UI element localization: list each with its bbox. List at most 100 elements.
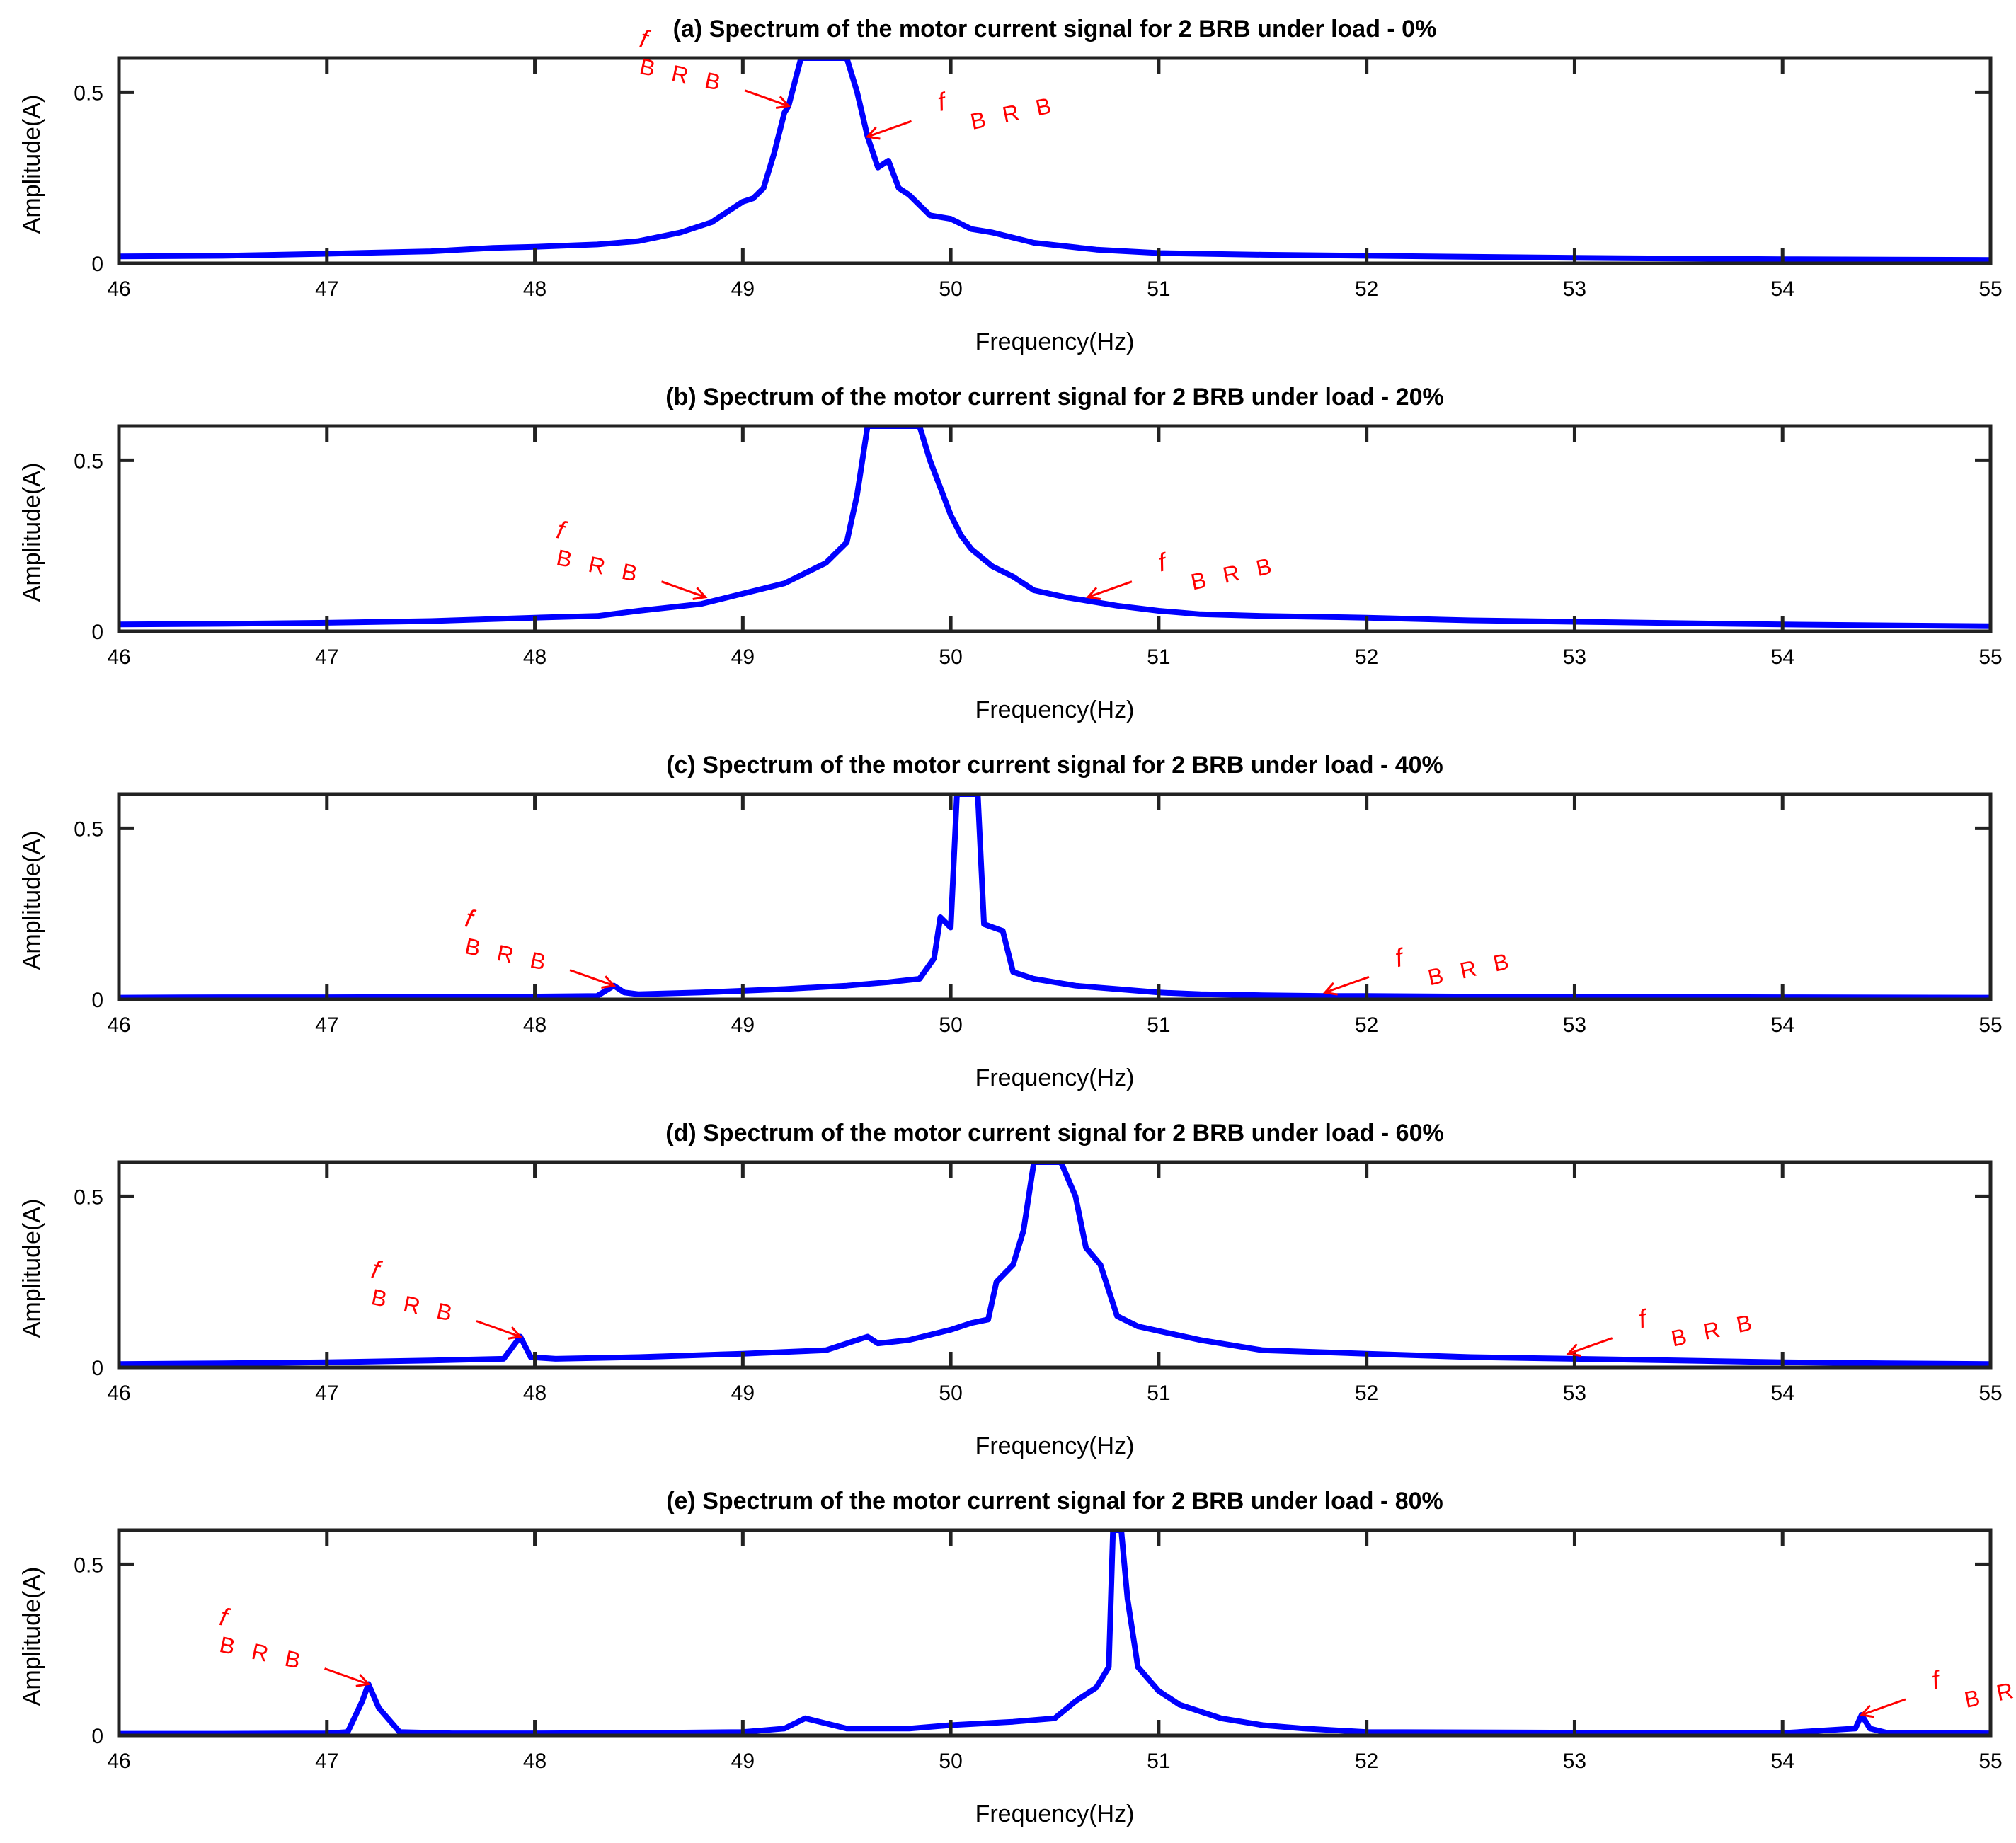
x-tick-label: 46 xyxy=(107,1750,130,1773)
x-tick-label: 49 xyxy=(731,645,755,669)
x-tick-label: 55 xyxy=(1978,1014,2002,1037)
panel-title: (c) Spectrum of the motor current signal… xyxy=(666,752,1443,779)
x-tick-label: 52 xyxy=(1355,1750,1378,1773)
x-axis-label: Frequency(Hz) xyxy=(975,328,1135,355)
x-tick-label: 47 xyxy=(315,1750,338,1773)
x-tick-label: 46 xyxy=(107,645,130,669)
panel-title: (e) Spectrum of the motor current signal… xyxy=(666,1488,1443,1515)
x-tick-label: 50 xyxy=(939,645,962,669)
annotation-f-label: f xyxy=(637,23,653,54)
y-axis-label: Amplitude(A) xyxy=(18,831,45,970)
y-tick-label: 0 xyxy=(91,1357,103,1380)
x-tick-label: 53 xyxy=(1563,1014,1586,1037)
x-tick-label: 47 xyxy=(315,1382,338,1405)
x-tick-label: 49 xyxy=(731,1382,755,1405)
y-axis-label: Amplitude(A) xyxy=(18,1199,45,1338)
x-tick-label: 55 xyxy=(1978,1750,2002,1773)
x-tick-label: 47 xyxy=(315,277,338,301)
x-tick-label: 48 xyxy=(523,1750,546,1773)
annotation-f-label: f xyxy=(1929,1665,1945,1695)
annotation-fbrb-left: fB R B xyxy=(463,903,617,989)
annotation-f-label: f xyxy=(935,86,951,117)
annotation-arrowhead xyxy=(507,1326,522,1340)
x-axis-label: Frequency(Hz) xyxy=(975,696,1135,723)
annotation-f-label: f xyxy=(369,1254,384,1285)
spectrum-line xyxy=(119,1530,1991,1735)
annotation-arrow-shaft xyxy=(569,969,614,987)
y-tick-label: 0 xyxy=(91,253,103,276)
spectrum-line xyxy=(119,58,1991,263)
annotation-brb-label: B R B xyxy=(1669,1309,1760,1352)
annotation-brb-label: B R B xyxy=(968,91,1059,134)
y-axis-label: Amplitude(A) xyxy=(18,463,45,602)
y-tick-label: 0 xyxy=(91,1725,103,1748)
annotation-f-label: f xyxy=(1636,1303,1651,1333)
x-tick-label: 53 xyxy=(1563,1382,1586,1405)
x-tick-label: 51 xyxy=(1147,1382,1170,1405)
annotation-arrowhead xyxy=(1566,1343,1581,1357)
annotation-f-label: f xyxy=(217,1602,233,1632)
annotation-arrowhead xyxy=(865,126,881,140)
y-tick-label: 0.5 xyxy=(74,81,103,105)
panel-d: (d) Spectrum of the motor current signal… xyxy=(18,1120,2003,1459)
x-tick-label: 53 xyxy=(1563,1750,1586,1773)
annotation-arrowhead xyxy=(1859,1704,1874,1718)
x-tick-label: 55 xyxy=(1978,277,2002,301)
annotation-f-label: f xyxy=(1392,942,1408,972)
y-tick-label: 0.5 xyxy=(74,449,103,473)
x-tick-label: 53 xyxy=(1563,645,1586,669)
y-axis-label: Amplitude(A) xyxy=(18,95,45,234)
panel-title: (b) Spectrum of the motor current signal… xyxy=(665,384,1443,410)
axes-box xyxy=(117,424,1993,633)
annotation-brb-label: B R B xyxy=(1189,552,1279,595)
x-axis-label: Frequency(Hz) xyxy=(975,1433,1135,1459)
x-tick-label: 46 xyxy=(107,1014,130,1037)
x-tick-label: 51 xyxy=(1147,277,1170,301)
x-tick-label: 51 xyxy=(1147,645,1170,669)
spectrum-line xyxy=(119,426,1991,629)
axes-box xyxy=(117,1160,1993,1370)
annotation-arrow-shaft xyxy=(1568,1337,1613,1355)
x-axis-label: Frequency(Hz) xyxy=(975,1801,1135,1827)
annotation-brb-label: B R B xyxy=(463,933,554,976)
annotation-f-label: f xyxy=(463,903,479,934)
annotation-fbrb-left: fB R B xyxy=(369,1254,522,1340)
annotation-arrowhead xyxy=(1086,587,1101,600)
panel-title: (a) Spectrum of the motor current signal… xyxy=(673,16,1437,42)
annotation-fbrb-right: fB R B xyxy=(1859,1665,2016,1718)
annotation-arrowhead xyxy=(601,975,617,989)
x-tick-label: 50 xyxy=(939,1382,962,1405)
panel-b: (b) Spectrum of the motor current signal… xyxy=(18,384,2003,723)
x-tick-label: 51 xyxy=(1147,1014,1170,1037)
panel-title: (d) Spectrum of the motor current signal… xyxy=(665,1120,1443,1147)
annotation-arrow-shaft xyxy=(744,89,789,108)
annotation-arrow-shaft xyxy=(324,1667,370,1685)
x-tick-label: 54 xyxy=(1771,277,1794,301)
x-tick-label: 52 xyxy=(1355,277,1378,301)
panel-a: (a) Spectrum of the motor current signal… xyxy=(18,16,2003,355)
annotation-fbrb-left: fB R B xyxy=(217,1602,371,1687)
x-tick-label: 50 xyxy=(939,277,962,301)
axes-box xyxy=(117,792,1993,1001)
x-tick-label: 54 xyxy=(1771,1382,1794,1405)
annotation-arrow-shaft xyxy=(1861,1698,1906,1716)
annotation-f-label: f xyxy=(1155,546,1171,577)
x-tick-label: 48 xyxy=(523,1382,546,1405)
x-tick-label: 54 xyxy=(1771,1750,1794,1773)
axes-box xyxy=(117,56,1993,265)
x-tick-label: 50 xyxy=(939,1014,962,1037)
x-tick-label: 47 xyxy=(315,645,338,669)
x-tick-label: 55 xyxy=(1978,1382,2002,1405)
annotation-brb-label: B R B xyxy=(217,1631,308,1675)
annotation-arrowhead xyxy=(775,96,791,109)
annotation-arrow-shaft xyxy=(1324,975,1370,994)
y-tick-label: 0 xyxy=(91,989,103,1012)
annotation-arrowhead xyxy=(355,1674,371,1687)
x-tick-label: 54 xyxy=(1771,1014,1794,1037)
panel-e: (e) Spectrum of the motor current signal… xyxy=(18,1488,2016,1827)
annotation-f-label: f xyxy=(554,515,570,545)
annotation-arrow-shaft xyxy=(1087,580,1133,599)
